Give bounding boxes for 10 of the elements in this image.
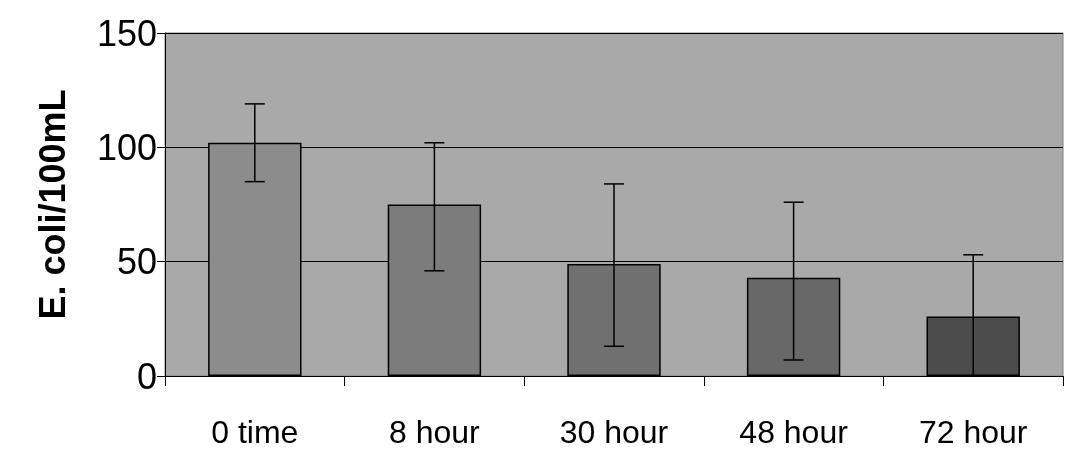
x-tick-label: 48 hour xyxy=(739,414,849,450)
x-tick-label: 0 time xyxy=(211,414,299,450)
y-tick-label: 0 xyxy=(136,355,157,397)
y-tick-label: 100 xyxy=(96,126,157,168)
y-tick-label: 50 xyxy=(116,241,157,283)
y-axis-title: E. coli/100mL xyxy=(31,89,73,320)
x-tick-label: 30 hour xyxy=(559,414,669,450)
y-tick-label: 150 xyxy=(96,12,157,54)
x-tick-label: 8 hour xyxy=(389,414,481,450)
x-tick-label: 72 hour xyxy=(918,414,1028,450)
